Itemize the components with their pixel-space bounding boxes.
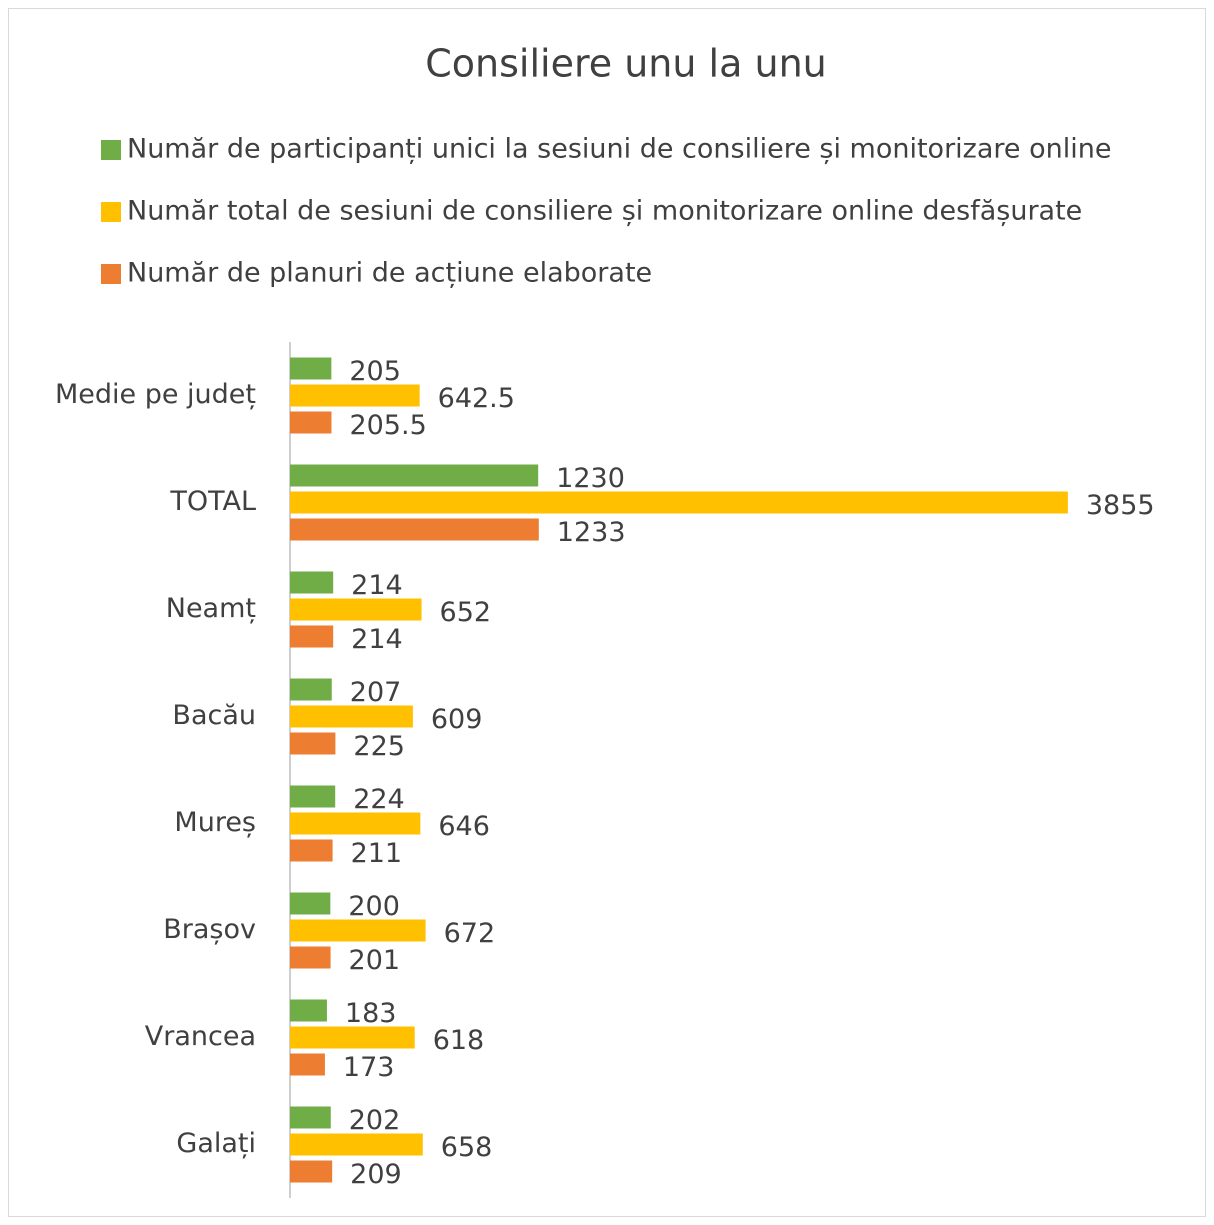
data-label: 642.5 bbox=[438, 383, 515, 414]
legend-swatch bbox=[101, 264, 121, 284]
y-tick-label: Vrancea bbox=[145, 1021, 256, 1052]
data-label: 211 bbox=[351, 838, 403, 869]
legend-swatch bbox=[101, 202, 121, 222]
data-label: 200 bbox=[348, 891, 400, 922]
data-label: 618 bbox=[433, 1025, 485, 1056]
chart-frame bbox=[8, 8, 1206, 1217]
y-tick-label: Galați bbox=[176, 1128, 256, 1159]
bar bbox=[290, 1160, 333, 1183]
bar bbox=[290, 1106, 331, 1129]
legend-label: Număr de planuri de acțiune elaborate bbox=[127, 258, 652, 289]
data-label: 214 bbox=[351, 624, 403, 655]
data-label: 173 bbox=[343, 1052, 395, 1083]
bar bbox=[290, 598, 422, 621]
bar bbox=[290, 946, 331, 969]
bar bbox=[290, 1053, 325, 1076]
data-label: 207 bbox=[350, 677, 402, 708]
bar bbox=[290, 892, 331, 915]
bar bbox=[290, 518, 539, 541]
data-label: 672 bbox=[444, 918, 496, 949]
y-tick-label: Mureș bbox=[174, 807, 256, 838]
y-tick-label: Neamț bbox=[166, 593, 256, 624]
data-label: 209 bbox=[350, 1159, 402, 1190]
data-label: 646 bbox=[438, 811, 490, 842]
y-tick-label: Brașov bbox=[163, 914, 256, 945]
bar bbox=[290, 357, 332, 380]
chart-title: Consiliere unu la unu bbox=[425, 42, 826, 86]
y-tick-label: Bacău bbox=[172, 700, 256, 731]
data-label: 658 bbox=[441, 1132, 493, 1163]
data-label: 214 bbox=[351, 570, 403, 601]
y-tick-label: TOTAL bbox=[169, 486, 256, 517]
bar bbox=[290, 1026, 415, 1049]
bar bbox=[290, 1133, 423, 1156]
bar bbox=[290, 839, 333, 862]
bar bbox=[290, 812, 421, 835]
bar bbox=[290, 678, 332, 701]
bar bbox=[290, 571, 334, 594]
data-label: 1230 bbox=[556, 463, 625, 494]
y-tick-label: Medie pe județ bbox=[55, 379, 256, 410]
data-label: 205 bbox=[349, 356, 401, 387]
legend-label: Număr de participanți unici la sesiuni d… bbox=[127, 134, 1111, 165]
bar bbox=[290, 705, 413, 728]
bar bbox=[290, 732, 336, 755]
bar bbox=[290, 491, 1068, 514]
bar bbox=[290, 785, 336, 808]
data-label: 205.5 bbox=[349, 410, 426, 441]
bar bbox=[290, 411, 332, 434]
data-label: 652 bbox=[440, 597, 492, 628]
data-label: 225 bbox=[353, 731, 405, 762]
bar bbox=[290, 464, 539, 487]
data-label: 201 bbox=[349, 945, 401, 976]
data-label: 224 bbox=[353, 784, 405, 815]
bar bbox=[290, 625, 334, 648]
data-label: 1233 bbox=[557, 517, 626, 548]
legend-swatch bbox=[101, 140, 121, 160]
data-label: 202 bbox=[349, 1105, 401, 1136]
data-label: 3855 bbox=[1086, 490, 1155, 521]
bar bbox=[290, 384, 420, 407]
legend-label: Număr total de sesiuni de consiliere și … bbox=[127, 196, 1082, 227]
data-label: 609 bbox=[431, 704, 483, 735]
bar bbox=[290, 999, 327, 1022]
bar bbox=[290, 919, 426, 942]
data-label: 183 bbox=[345, 998, 397, 1029]
